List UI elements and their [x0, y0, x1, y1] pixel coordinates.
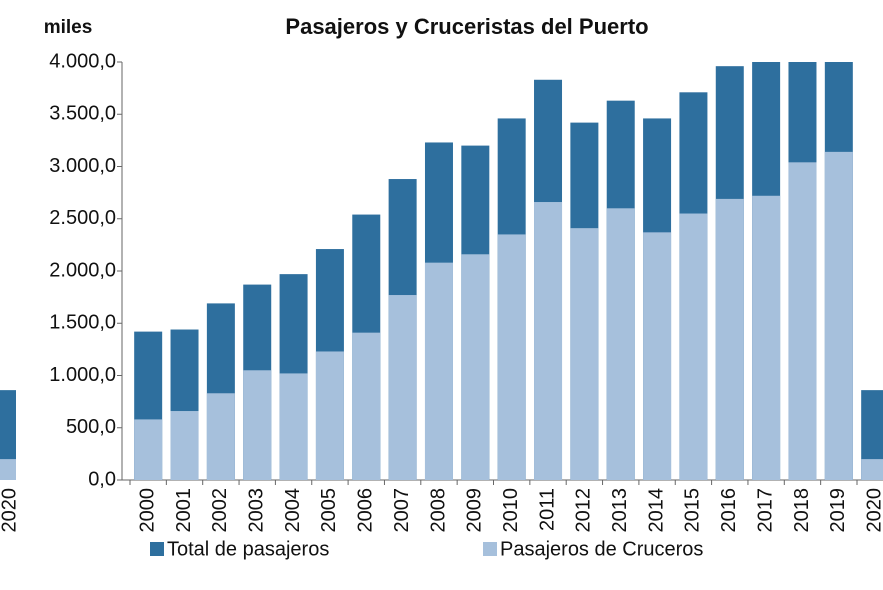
x-tick-label: 2007	[391, 488, 413, 533]
bar	[497, 234, 526, 480]
bar	[752, 195, 781, 480]
bar	[243, 370, 272, 480]
x-tick-label: 2020	[863, 488, 883, 533]
x-tick-label: 2016	[718, 488, 740, 533]
bar	[861, 459, 883, 480]
x-tick-label: 2001	[173, 488, 195, 533]
bar	[534, 202, 563, 480]
legend-swatch	[483, 542, 497, 556]
y-tick-label: 1.000,0	[49, 364, 116, 386]
x-tick-label: 2002	[209, 488, 231, 533]
y-tick-label: 2.500,0	[49, 207, 116, 229]
y-tick-label: 3.500,0	[49, 103, 116, 125]
x-tick-label: 2018	[791, 488, 813, 533]
x-tick-label: 2006	[355, 488, 377, 533]
bar	[424, 262, 453, 480]
x-tick-label: 2003	[246, 488, 268, 533]
legend-label: Pasajeros de Cruceros	[500, 538, 703, 560]
bar	[861, 390, 883, 480]
x-tick-label: 2012	[573, 488, 595, 533]
bar	[606, 208, 635, 481]
x-tick-label: 2008	[427, 488, 449, 533]
bar-fragment	[0, 459, 16, 480]
bar	[570, 228, 599, 480]
y-tick-label: 500,0	[66, 416, 116, 438]
x-tick-label: 2011	[536, 488, 558, 531]
y-tick-label: 4.000,0	[49, 50, 116, 72]
x-tick-label: 2019	[827, 488, 849, 533]
x-tick-label: 2005	[318, 488, 340, 533]
bar	[170, 411, 199, 480]
bar	[279, 373, 308, 480]
bar	[461, 254, 490, 480]
x-tick-label: 2010	[500, 488, 522, 533]
x-tick-label: 2009	[464, 488, 486, 533]
bar	[388, 295, 417, 480]
bar	[643, 232, 672, 480]
legend-label: Total de pasajeros	[167, 538, 329, 560]
chart-title: Pasajeros y Cruceristas del Puerto	[285, 14, 648, 39]
bar	[788, 162, 817, 480]
y-tick-label: 0,0	[88, 468, 116, 490]
bar	[315, 351, 344, 480]
y-tick-label: 1.500,0	[49, 312, 116, 334]
y-unit: miles	[44, 17, 93, 38]
x-tick-label: 2020	[0, 488, 20, 533]
bar	[206, 393, 235, 480]
y-tick-label: 3.000,0	[49, 155, 116, 177]
legend-swatch	[150, 542, 164, 556]
x-tick-label: 2015	[682, 488, 704, 533]
bar	[134, 419, 163, 480]
x-tick-label: 2017	[754, 488, 776, 533]
bar	[352, 332, 381, 480]
x-tick-label: 2004	[282, 488, 304, 533]
bar	[824, 151, 853, 480]
bar	[715, 198, 744, 480]
bar	[679, 213, 708, 480]
x-tick-label: 2014	[645, 488, 667, 533]
x-tick-label: 2000	[136, 488, 158, 533]
y-tick-label: 2.000,0	[49, 259, 116, 281]
x-tick-label: 2013	[609, 488, 631, 533]
bar-fragment	[0, 390, 16, 480]
